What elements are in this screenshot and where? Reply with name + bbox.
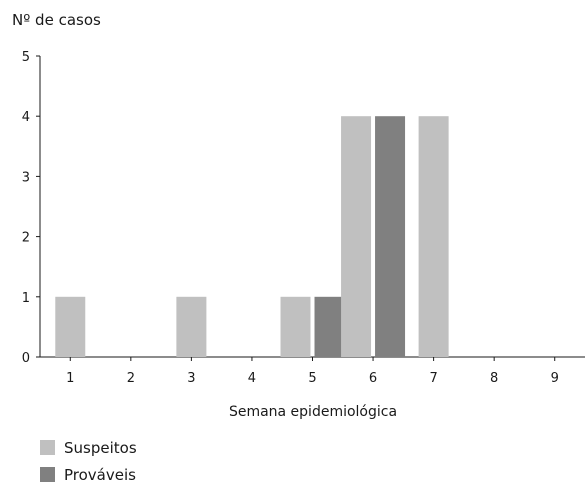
y-tick-label: 3 xyxy=(22,170,30,185)
bar-prováveis-week-6 xyxy=(375,116,406,357)
y-axis-label: Nº de casos xyxy=(12,11,101,29)
y-tick-label: 1 xyxy=(22,291,30,306)
bar-suspeitos-week-5 xyxy=(280,296,311,357)
legend-swatch-suspeitos xyxy=(40,440,55,455)
legend-label: Suspeitos xyxy=(64,439,137,457)
y-tick-label: 2 xyxy=(22,231,30,246)
x-tick-label: 3 xyxy=(187,371,195,386)
x-tick-label: 4 xyxy=(248,371,256,386)
x-tick-label: 6 xyxy=(369,371,377,386)
y-tick-label: 5 xyxy=(22,50,30,65)
x-tick-label: 1 xyxy=(66,371,74,386)
legend-swatch-prováveis xyxy=(40,467,55,482)
bar-suspeitos-week-7 xyxy=(418,116,449,357)
bar-suspeitos-week-1 xyxy=(55,296,86,357)
x-tick-label: 2 xyxy=(127,371,135,386)
y-tick-label: 0 xyxy=(22,351,30,366)
x-tick-label: 5 xyxy=(308,371,316,386)
plot-area: 0 1 2 3 4 5 1 2 3 4 5 6 7 8 9 xyxy=(22,50,585,386)
x-tick-label: 9 xyxy=(551,371,559,386)
legend-label: Prováveis xyxy=(64,466,136,484)
bar-suspeitos-week-6 xyxy=(341,116,372,357)
bar-prováveis-week-5 xyxy=(314,296,345,357)
x-tick-label: 7 xyxy=(429,371,437,386)
y-tick-label: 4 xyxy=(22,110,30,125)
x-tick-label: 8 xyxy=(490,371,498,386)
x-axis-label: Semana epidemiológica xyxy=(229,404,397,420)
legend: Suspeitos Prováveis xyxy=(40,439,137,484)
bar-suspeitos-week-3 xyxy=(176,296,207,357)
